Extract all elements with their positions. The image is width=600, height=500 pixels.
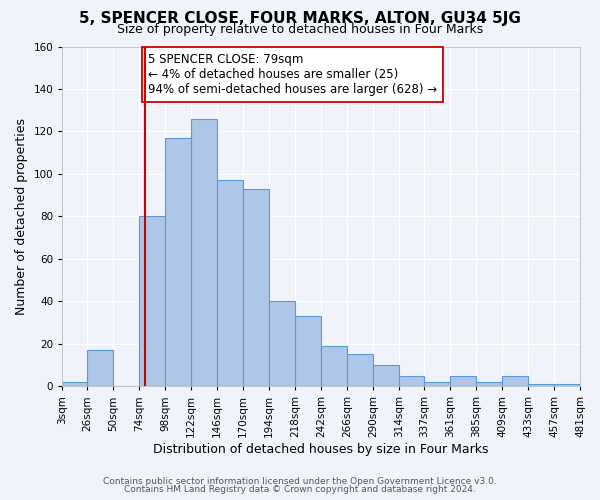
Y-axis label: Number of detached properties: Number of detached properties [15,118,28,315]
Bar [321,346,347,387]
Bar [476,382,502,386]
Bar [528,384,554,386]
Bar [450,376,476,386]
Text: 5, SPENCER CLOSE, FOUR MARKS, ALTON, GU34 5JG: 5, SPENCER CLOSE, FOUR MARKS, ALTON, GU3… [79,11,521,26]
Text: 5 SPENCER CLOSE: 79sqm
← 4% of detached houses are smaller (25)
94% of semi-deta: 5 SPENCER CLOSE: 79sqm ← 4% of detached … [148,53,437,96]
Bar [165,138,191,386]
Text: Size of property relative to detached houses in Four Marks: Size of property relative to detached ho… [117,22,483,36]
Bar [347,354,373,386]
Bar [191,118,217,386]
Bar [373,365,399,386]
Bar [243,189,269,386]
X-axis label: Distribution of detached houses by size in Four Marks: Distribution of detached houses by size … [154,443,489,456]
Bar [502,376,528,386]
Bar [424,382,450,386]
Bar [87,350,113,387]
Text: Contains public sector information licensed under the Open Government Licence v3: Contains public sector information licen… [103,477,497,486]
Bar [139,216,165,386]
Bar [269,302,295,386]
Bar [399,376,424,386]
Bar [62,382,87,386]
Bar [295,316,321,386]
Text: Contains HM Land Registry data © Crown copyright and database right 2024.: Contains HM Land Registry data © Crown c… [124,484,476,494]
Bar [217,180,243,386]
Bar [554,384,580,386]
